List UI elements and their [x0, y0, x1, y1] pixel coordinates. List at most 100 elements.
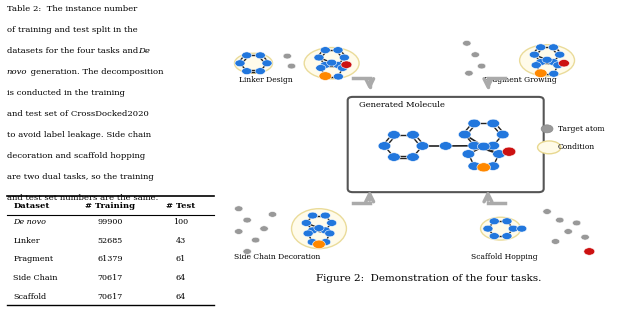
Circle shape	[548, 44, 559, 51]
Text: De novo: De novo	[13, 218, 46, 226]
Circle shape	[468, 141, 481, 150]
Text: 64: 64	[176, 274, 186, 282]
Circle shape	[543, 209, 551, 215]
Circle shape	[252, 237, 260, 243]
Circle shape	[314, 225, 324, 232]
Text: to avoid label leakage. Side chain: to avoid label leakage. Side chain	[6, 131, 151, 139]
Circle shape	[477, 163, 490, 172]
Circle shape	[319, 72, 332, 80]
Circle shape	[508, 225, 518, 232]
Circle shape	[320, 227, 330, 234]
Circle shape	[462, 150, 475, 158]
Text: De: De	[138, 47, 150, 55]
Circle shape	[268, 211, 276, 217]
Text: Linker: Linker	[13, 237, 40, 245]
Text: and test set of CrossDocked2020: and test set of CrossDocked2020	[6, 110, 148, 118]
Circle shape	[564, 229, 572, 234]
Circle shape	[536, 59, 546, 65]
Circle shape	[333, 73, 344, 80]
Circle shape	[320, 47, 330, 54]
Circle shape	[548, 59, 559, 65]
Text: Dataset: Dataset	[13, 202, 50, 210]
Circle shape	[531, 62, 541, 69]
Circle shape	[516, 225, 527, 232]
Circle shape	[243, 217, 252, 223]
Circle shape	[581, 234, 589, 240]
Circle shape	[326, 219, 337, 226]
Text: 43: 43	[176, 237, 186, 245]
Text: 64: 64	[176, 293, 186, 301]
Circle shape	[572, 220, 581, 226]
Text: 61379: 61379	[98, 255, 123, 264]
Text: generation. The decomposition: generation. The decomposition	[28, 68, 163, 76]
Text: 61: 61	[176, 255, 186, 264]
Circle shape	[341, 61, 352, 69]
Circle shape	[553, 62, 563, 69]
Text: Fragment: Fragment	[13, 255, 53, 264]
Circle shape	[548, 70, 559, 77]
Text: Fragment Growing: Fragment Growing	[484, 76, 556, 84]
Text: novo: novo	[6, 68, 27, 76]
Ellipse shape	[538, 141, 561, 154]
Circle shape	[502, 218, 512, 225]
Circle shape	[489, 232, 499, 240]
Circle shape	[303, 230, 313, 237]
Circle shape	[556, 217, 564, 223]
Circle shape	[326, 59, 337, 66]
Circle shape	[307, 239, 317, 246]
Circle shape	[255, 52, 266, 59]
Circle shape	[465, 70, 473, 76]
Ellipse shape	[304, 47, 359, 79]
Text: and test set numbers are the same.: and test set numbers are the same.	[6, 194, 158, 202]
Circle shape	[542, 56, 552, 63]
Circle shape	[388, 131, 400, 139]
Circle shape	[314, 54, 324, 61]
Circle shape	[308, 212, 317, 219]
Circle shape	[477, 142, 490, 151]
Circle shape	[536, 44, 546, 51]
Circle shape	[308, 227, 317, 234]
Circle shape	[378, 142, 391, 150]
Circle shape	[468, 119, 481, 128]
Circle shape	[406, 153, 419, 161]
Circle shape	[489, 218, 499, 225]
Circle shape	[497, 130, 509, 139]
Text: decoration and scaffold hopping: decoration and scaffold hopping	[6, 152, 145, 160]
Circle shape	[584, 248, 595, 255]
Circle shape	[487, 119, 500, 128]
Circle shape	[235, 60, 245, 67]
Circle shape	[477, 63, 486, 69]
Ellipse shape	[234, 53, 273, 73]
Circle shape	[320, 212, 330, 219]
Text: datasets for the four tasks and: datasets for the four tasks and	[6, 47, 141, 55]
Text: 52685: 52685	[98, 237, 123, 245]
Circle shape	[440, 142, 452, 150]
Circle shape	[502, 147, 516, 156]
Circle shape	[483, 225, 493, 232]
Circle shape	[234, 229, 243, 234]
Circle shape	[242, 52, 252, 59]
Circle shape	[406, 131, 419, 139]
Text: Target atom: Target atom	[557, 125, 604, 133]
Text: Linker Design: Linker Design	[239, 76, 292, 84]
Circle shape	[255, 68, 266, 75]
Text: Table 2:  The instance number: Table 2: The instance number	[6, 5, 137, 13]
Circle shape	[262, 60, 272, 67]
Circle shape	[502, 232, 512, 240]
Text: Side Chain Decoration: Side Chain Decoration	[234, 253, 321, 261]
Circle shape	[541, 125, 553, 133]
Circle shape	[333, 47, 343, 54]
Circle shape	[312, 240, 325, 249]
Circle shape	[388, 153, 400, 161]
Text: Side Chain: Side Chain	[13, 274, 58, 282]
Circle shape	[529, 51, 540, 58]
Circle shape	[260, 226, 268, 232]
Circle shape	[559, 60, 570, 67]
Circle shape	[243, 249, 252, 254]
Circle shape	[463, 40, 471, 46]
Circle shape	[324, 230, 335, 237]
Text: 70617: 70617	[98, 293, 123, 301]
Ellipse shape	[292, 209, 346, 249]
Circle shape	[283, 53, 292, 59]
Text: are two dual tasks, so the training: are two dual tasks, so the training	[6, 173, 154, 181]
